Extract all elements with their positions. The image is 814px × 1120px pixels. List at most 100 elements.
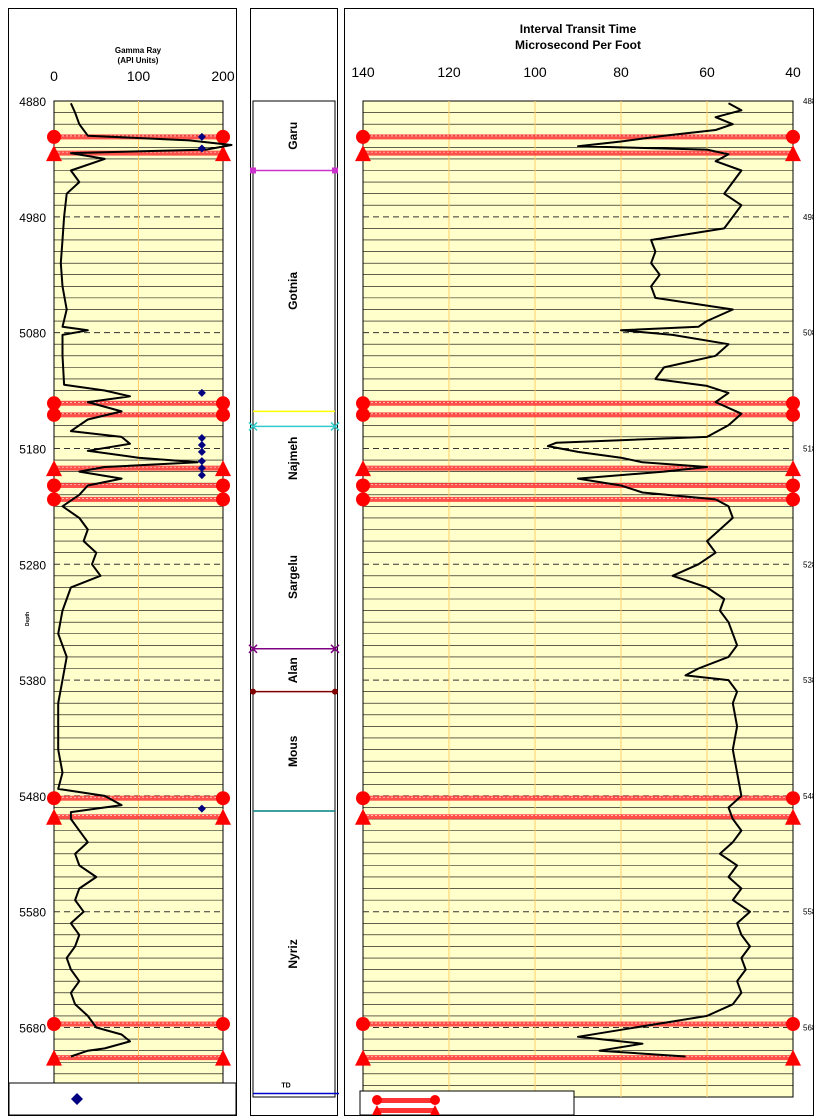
formation-label: Sargelu: [286, 555, 300, 599]
marker-circle-left: [47, 396, 61, 411]
gamma-ray-curve: [57, 102, 233, 1058]
legend-band-circle: [377, 1098, 435, 1103]
marker-triangle-right: [215, 460, 231, 477]
marker-band: [54, 795, 223, 801]
marker-triangle-left: [355, 1049, 371, 1066]
marker-band: [54, 496, 223, 502]
marker-triangle-right: [785, 808, 801, 825]
chart-title: Interval Transit Time: [520, 22, 637, 36]
x-tick-label: 0: [50, 68, 58, 84]
marker-circle-left: [356, 407, 370, 422]
boundary-x-marker: [248, 644, 258, 654]
legend-triangle: [430, 1105, 440, 1115]
marker-circle-right: [216, 407, 230, 422]
gamma-ray-track: Gamma Ray (API Units) 0 100 200 4880 4980 5080 5…: [8, 8, 237, 1116]
y-tick-label: 5580: [19, 906, 46, 920]
x-tick-label: 120: [437, 64, 461, 80]
y-tick-label: 5080: [19, 327, 46, 341]
y-tick-label: 558: [803, 908, 814, 917]
transit-time-curve: [546, 102, 751, 1058]
y-tick-label: 5280: [19, 558, 46, 572]
marker-circle-left: [47, 791, 61, 806]
marker-circle-right: [786, 791, 800, 806]
legend-box: [8, 1082, 237, 1116]
marker-circle-right: [786, 1017, 800, 1032]
legend-band-triangle: [377, 1108, 435, 1113]
sample-diamond: [197, 388, 206, 397]
marker-circle-left: [356, 492, 370, 507]
marker-band: [54, 814, 223, 820]
marker-band: [54, 150, 223, 156]
marker-circle-left: [356, 1017, 370, 1032]
chart-title: Gamma Ray: [115, 46, 162, 55]
boundary-square-marker: [250, 167, 256, 174]
x-tick-label: 40: [785, 64, 801, 80]
marker-band: [54, 400, 223, 406]
marker-triangle-right: [785, 1049, 801, 1066]
formation-track: Garu Gotnia Najmeh Sargelu Alan Mous Nyriz TD: [248, 8, 340, 1116]
marker-band: [54, 1021, 223, 1027]
marker-circle-right: [216, 791, 230, 806]
marker-circle-right: [216, 492, 230, 507]
legend-diamond: [71, 1093, 83, 1105]
marker-circle-right: [216, 129, 230, 144]
gamma-ray-chart: Gamma Ray(API Units) 0 100 200 4880 4980 5080 5…: [8, 46, 237, 1116]
y-tick-label: 4880: [19, 95, 46, 109]
marker-circle-right: [216, 478, 230, 493]
marker-circle-left: [47, 478, 61, 493]
marker-circle-left: [356, 396, 370, 411]
boundary-square-marker: [332, 167, 338, 174]
boundary-circle-marker: [332, 688, 338, 695]
marker-triangle-left: [355, 808, 371, 825]
sample-diamond: [197, 440, 206, 449]
marker-band: [363, 795, 793, 801]
formation-label: Alan: [286, 657, 300, 683]
sample-diamond: [197, 464, 206, 473]
formation-label: Garu: [286, 122, 300, 150]
y-tick-label: 5380: [19, 674, 46, 688]
marker-circle-left: [356, 478, 370, 493]
formation-label: Nyriz: [286, 939, 300, 968]
marker-band: [363, 400, 793, 406]
marker-circle-left: [47, 1017, 61, 1032]
x-tick-label: 80: [613, 64, 629, 80]
y-tick-label: 518: [803, 444, 814, 453]
marker-triangle-right: [785, 460, 801, 477]
marker-circle-right: [786, 129, 800, 144]
y-tick-label: 508: [803, 329, 814, 338]
marker-band: [54, 134, 223, 140]
x-tick-label: 140: [351, 64, 375, 80]
y-axis-label: Depth: [25, 612, 31, 626]
marker-circle-left: [47, 407, 61, 422]
chart-subtitle: Microsecond Per Foot: [515, 38, 641, 52]
td-label: TD: [281, 1083, 290, 1090]
marker-triangle-right: [215, 145, 231, 162]
marker-triangle-right: [215, 808, 231, 825]
formation-column: Garu Gotnia Najmeh Sargelu Alan Mous Nyriz TD: [248, 100, 340, 1098]
marker-circle-right: [786, 396, 800, 411]
x-tick-label: 60: [699, 64, 715, 80]
sample-diamond: [197, 457, 206, 466]
marker-triangle-left: [46, 1049, 62, 1066]
marker-circle-right: [216, 396, 230, 411]
sample-diamond: [197, 471, 206, 480]
formation-label: Gotnia: [286, 272, 300, 310]
marker-circle-right: [786, 407, 800, 422]
marker-triangle-left: [355, 460, 371, 477]
marker-band: [54, 465, 223, 471]
boundary-x-marker: [330, 644, 340, 654]
marker-band: [363, 1055, 793, 1061]
y-tick-label: 548: [803, 792, 814, 801]
marker-band: [363, 465, 793, 471]
marker-triangle-right: [215, 1049, 231, 1066]
marker-triangle-left: [46, 460, 62, 477]
sample-diamond: [197, 132, 206, 141]
x-tick-label: 100: [523, 64, 547, 80]
marker-circle-left: [47, 129, 61, 144]
legend-circle: [430, 1095, 440, 1105]
sample-diamond: [197, 447, 206, 456]
sonic-track: Interval Transit Time Microsecond Per Foo…: [344, 8, 814, 1116]
legend-triangle: [372, 1105, 382, 1115]
x-tick-label: 200: [211, 68, 235, 84]
